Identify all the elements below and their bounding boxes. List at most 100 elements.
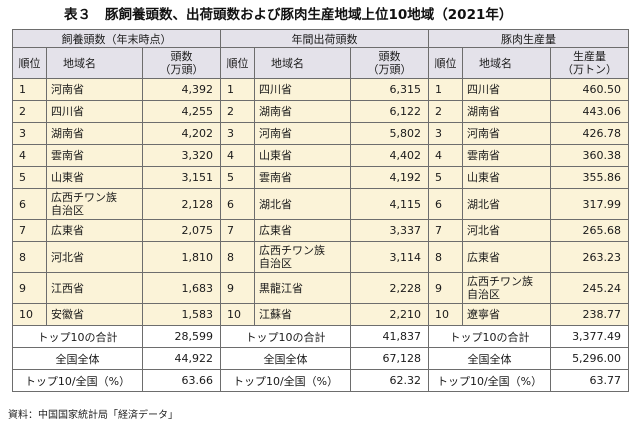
- summary-label: トップ10の合計: [428, 325, 552, 348]
- region-line: 自治区: [259, 257, 293, 270]
- value-cell: 1,810: [141, 241, 222, 273]
- region-cell: 広東省: [462, 241, 552, 273]
- region-line: 広東省: [467, 250, 501, 264]
- summary-label: トップ10/全国（%）: [12, 369, 143, 392]
- region-line: 河南省: [467, 127, 501, 140]
- region-cell: 山東省: [46, 166, 143, 189]
- value-cell: 6,315: [350, 78, 430, 101]
- summary-row: トップ10/全国（%） 63.66 トップ10/全国（%） 62.32 トップ10/全国…: [12, 369, 630, 392]
- rank-cell: 6: [12, 188, 47, 220]
- value-cell: 245.24: [550, 272, 630, 304]
- value-cell: 1,683: [141, 272, 222, 304]
- value-cell: 4,402: [350, 144, 430, 167]
- region-cell: 雲南省: [46, 144, 143, 167]
- pig-statistics-table: 飼養頭数（年末時点） 年間出荷頭数 豚肉生産量 順位 地域名 頭数 （万頭） 順位…: [11, 29, 630, 392]
- rank-cell: 1: [428, 78, 464, 101]
- value-cell: 3,114: [350, 241, 430, 273]
- value-cell: 426.78: [550, 122, 630, 145]
- region-cell: 河南省: [462, 122, 552, 145]
- group-header-pork-production: 豚肉生産量: [428, 29, 630, 48]
- region-line: 湖北省: [467, 197, 501, 211]
- region-cell: 湖南省: [254, 100, 352, 123]
- region-line: 湖北省: [259, 197, 293, 211]
- table-body: 1 河南省 4,392 1 四川省 6,315 1 四川省 460.50 2 四川省 4,255 2 湖南…: [12, 78, 630, 326]
- summary-value: 67,128: [350, 347, 430, 370]
- summary-value: 3,377.49: [550, 325, 630, 348]
- value-cell: 2,128: [141, 188, 222, 220]
- region-cell: 雲南省: [462, 144, 552, 167]
- region-cell: 広西チワン族 自治区: [462, 272, 552, 304]
- region-line: 河北省: [467, 224, 501, 237]
- region-line: 山東省: [259, 149, 293, 162]
- region-cell: 江蘇省: [254, 303, 352, 326]
- rank-cell: 3: [428, 122, 464, 145]
- region-line: 湖南省: [467, 105, 501, 118]
- value-cell: 263.23: [550, 241, 630, 273]
- summary-label: トップ10/全国（%）: [428, 369, 552, 392]
- table-row: 9 江西省 1,683 9 黒龍江省 2,228 9 広西チワン族 自治区 245.24: [12, 272, 630, 304]
- col-header-line: （万トン）: [562, 63, 618, 76]
- region-cell: 河北省: [46, 241, 143, 273]
- region-line: 広東省: [51, 224, 84, 237]
- region-cell: 湖南省: [46, 122, 143, 145]
- summary-label: 全国全体: [220, 347, 352, 370]
- value-cell: 317.99: [550, 188, 630, 220]
- group-header-stock: 飼養頭数（年末時点）: [11, 29, 222, 48]
- rank-cell: 9: [220, 272, 256, 304]
- region-line: 河北省: [51, 250, 84, 264]
- table-row: 4 雲南省 3,320 4 山東省 4,402 4 雲南省 360.38: [12, 144, 630, 167]
- rank-cell: 7: [12, 219, 47, 242]
- region-cell: 湖南省: [462, 100, 552, 123]
- rank-cell: 1: [220, 78, 256, 101]
- value-cell: 4,202: [141, 122, 222, 145]
- group-header-row: 飼養頭数（年末時点） 年間出荷頭数 豚肉生産量: [11, 29, 630, 48]
- col-header-line: 頭数: [170, 50, 193, 63]
- region-cell: 広東省: [46, 219, 143, 242]
- rank-cell: 9: [428, 272, 464, 304]
- value-cell: 4,392: [141, 78, 222, 101]
- region-line: 山東省: [51, 171, 84, 184]
- col-header-rank: 順位: [12, 47, 47, 79]
- region-cell: 河北省: [462, 219, 552, 242]
- summary-label: 全国全体: [428, 347, 552, 370]
- rank-cell: 4: [220, 144, 256, 167]
- summary-value: 28,599: [141, 325, 222, 348]
- value-cell: 265.68: [550, 219, 630, 242]
- summary-value: 63.77: [550, 369, 630, 392]
- table-row: 8 河北省 1,810 8 広西チワン族 自治区 3,114 8 広東省 263.23: [12, 241, 630, 273]
- table-row: 5 山東省 3,151 5 雲南省 4,192 5 山東省 355.86: [12, 166, 630, 189]
- region-line: 湖南省: [51, 127, 84, 140]
- region-cell: 河南省: [46, 78, 143, 101]
- rank-cell: 2: [220, 100, 256, 123]
- value-cell: 443.06: [550, 100, 630, 123]
- value-cell: 5,802: [350, 122, 430, 145]
- col-header-region: 地域名: [46, 47, 143, 79]
- region-line: 広東省: [259, 224, 293, 237]
- summary-label: 全国全体: [12, 347, 143, 370]
- rank-cell: 3: [12, 122, 47, 145]
- value-cell: 4,192: [350, 166, 430, 189]
- col-header-line: 頭数: [378, 50, 401, 63]
- region-line: 遼寧省: [467, 308, 501, 321]
- region-cell: 山東省: [462, 166, 552, 189]
- region-cell: 雲南省: [254, 166, 352, 189]
- value-cell: 4,115: [350, 188, 430, 220]
- value-cell: 4,255: [141, 100, 222, 123]
- value-cell: 2,075: [141, 219, 222, 242]
- rank-cell: 5: [428, 166, 464, 189]
- source-note: 資料：中国国家統計局「経済データ」: [8, 410, 178, 421]
- summary-label: トップ10の合計: [220, 325, 352, 348]
- summary-label: トップ10/全国（%）: [220, 369, 352, 392]
- col-header-rank: 順位: [220, 47, 256, 79]
- region-line: 自治区: [467, 288, 501, 301]
- value-cell: 6,122: [350, 100, 430, 123]
- value-cell: 2,210: [350, 303, 430, 326]
- rank-cell: 4: [428, 144, 464, 167]
- region-line: 河南省: [259, 127, 293, 140]
- table-title: 表３ 豚飼養頭数、出荷頭数および豚肉生産地域上位10地域（2021年）: [64, 4, 512, 26]
- table-row: 6 広西チワン族 自治区 2,128 6 湖北省 4,115 6 湖北省 317.99: [12, 188, 630, 220]
- table-number: 表３: [64, 7, 91, 23]
- region-cell: 山東省: [254, 144, 352, 167]
- col-header-g2-value: 頭数 （万頭）: [350, 47, 430, 79]
- col-header-rank: 順位: [428, 47, 464, 79]
